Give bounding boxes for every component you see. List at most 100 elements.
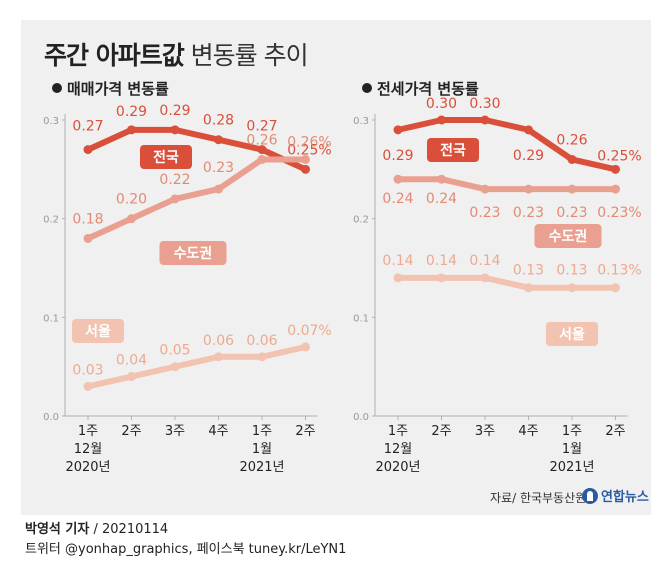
sale-series-badge-capital	[159, 241, 227, 265]
sale-data-label-capital: 0.26%	[287, 134, 331, 150]
jeonse-point-capital	[611, 184, 620, 194]
page-title: 주간 아파트값 변동률 추이	[44, 36, 309, 72]
sale-data-label-nationwide: 0.27	[72, 119, 103, 135]
jeonse-data-label-seoul: 0.13	[556, 263, 587, 279]
credit-date: 20210114	[102, 522, 169, 537]
jeonse-y-tick-label: 0.2	[353, 215, 369, 226]
jeonse-data-label-nationwide: 0.30	[426, 96, 457, 112]
title-bold: 주간 아파트값	[44, 41, 185, 70]
sale-x-tick-label: 2주	[121, 424, 141, 439]
jeonse-y-tick-label: 0.1	[353, 313, 369, 324]
jeonse-data-label-seoul: 0.14	[426, 253, 457, 269]
jeonse-series-line-capital	[395, 176, 619, 193]
jeonse-data-label-nationwide: 0.30	[469, 96, 500, 112]
jeonse-series-name-capital: 수도권	[549, 229, 588, 245]
sale-data-label-nationwide: 0.25%	[287, 142, 331, 158]
sale-data-label-nationwide: 0.27	[246, 119, 277, 135]
sale-x-tick-month: 12월	[74, 442, 103, 457]
sale-point-nationwide	[170, 125, 180, 135]
sale-x-tick-label: 2주	[295, 424, 315, 439]
sale-x-tick-year: 2021년	[239, 460, 284, 475]
jeonse-data-label-capital: 0.24	[382, 191, 413, 207]
sale-series-badge-nationwide	[140, 145, 192, 169]
sale-point-seoul	[301, 342, 310, 352]
sale-data-label-capital: 0.20	[116, 192, 147, 208]
jeonse-point-nationwide	[393, 125, 403, 135]
jeonse-point-nationwide	[437, 115, 446, 125]
sale-data-label-seoul: 0.07%	[287, 323, 331, 339]
yonhap-logo: 연합뉴스	[582, 486, 649, 505]
chart-title-jeonse-text: 전세가격 변동률	[377, 80, 479, 98]
sale-point-nationwide	[214, 135, 223, 145]
sale-point-capital	[170, 194, 180, 204]
sale-point-nationwide	[257, 145, 267, 155]
sale-point-nationwide	[301, 164, 310, 174]
sale-data-label-seoul: 0.06	[203, 333, 234, 349]
jeonse-data-label-capital: 0.23%	[597, 205, 641, 221]
sale-x-tick-month: 1월	[252, 442, 272, 457]
reporter-name: 박영석 기자	[25, 522, 90, 537]
sale-y-tick-label: 0.3	[43, 116, 59, 127]
sale-point-nationwide	[127, 125, 136, 135]
jeonse-data-label-capital: 0.23	[556, 205, 587, 221]
jeonse-x-tick-year: 2020년	[375, 460, 420, 475]
sale-x-tick-label: 3주	[165, 424, 185, 439]
jeonse-point-nationwide	[480, 115, 490, 125]
jeonse-x-tick-label: 3주	[475, 424, 495, 439]
jeonse-point-seoul	[567, 283, 577, 293]
jeonse-series-line-seoul	[395, 274, 619, 291]
jeonse-series-badge-capital	[534, 224, 602, 248]
jeonse-data-label-nationwide: 0.29	[382, 148, 413, 164]
yonhap-logo-icon	[582, 487, 598, 504]
sale-y-tick-label: 0.0	[43, 412, 59, 423]
jeonse-data-label-capital: 0.23	[513, 205, 544, 221]
jeonse-point-capital	[524, 184, 533, 194]
jeonse-point-seoul	[480, 273, 490, 283]
jeonse-data-label-capital: 0.23	[469, 205, 500, 221]
jeonse-x-tick-label: 2주	[605, 424, 625, 439]
jeonse-x-tick-month: 12월	[384, 442, 413, 457]
jeonse-x-tick-label: 1주	[562, 424, 582, 439]
credit-line-1: 박영석 기자 / 20210114	[25, 518, 168, 537]
jeonse-x-tick-label: 1주	[388, 424, 408, 439]
sale-series-line-nationwide	[85, 126, 309, 173]
sale-series-badge-seoul	[72, 319, 124, 343]
sale-point-capital	[83, 233, 93, 243]
sale-point-capital	[127, 214, 136, 224]
sale-series-name-seoul: 서울	[85, 323, 111, 340]
yonhap-logo-text: 연합뉴스	[601, 490, 649, 505]
jeonse-point-seoul	[524, 283, 533, 293]
jeonse-y-tick-label: 0.0	[353, 412, 369, 423]
jeonse-point-nationwide	[567, 154, 577, 164]
jeonse-point-capital	[480, 184, 490, 194]
sale-point-capital	[257, 154, 267, 164]
infographic-panel	[21, 20, 651, 515]
sale-data-label-seoul: 0.05	[159, 343, 190, 359]
sale-data-label-capital: 0.18	[72, 211, 103, 227]
sale-point-seoul	[170, 362, 180, 372]
jeonse-series-name-nationwide: 전국	[440, 142, 466, 159]
jeonse-data-label-nationwide: 0.25%	[597, 148, 641, 164]
sale-x-tick-label: 1주	[252, 424, 272, 439]
sale-point-capital	[214, 184, 223, 194]
sale-series-name-capital: 수도권	[174, 246, 213, 262]
jeonse-point-seoul	[437, 273, 446, 283]
chart-title-sale-text: 매매가격 변동률	[67, 80, 169, 98]
sale-x-tick-label: 4주	[208, 424, 228, 439]
sale-point-seoul	[214, 352, 223, 362]
jeonse-data-label-seoul: 0.14	[382, 253, 413, 269]
sale-point-seoul	[83, 381, 93, 391]
jeonse-y-tick-label: 0.3	[353, 116, 369, 127]
jeonse-x-tick-label: 2주	[431, 424, 451, 439]
credit-separator: /	[93, 522, 98, 537]
chart-title-sale: 매매가격 변동률	[52, 78, 169, 99]
jeonse-data-label-seoul: 0.13%	[597, 263, 641, 279]
jeonse-x-tick-label: 4주	[518, 424, 538, 439]
sale-point-seoul	[127, 372, 136, 382]
bullet-icon	[362, 83, 372, 93]
chart-title-jeonse: 전세가격 변동률	[362, 78, 479, 99]
jeonse-data-label-seoul: 0.14	[469, 253, 500, 269]
sale-y-tick-label: 0.2	[43, 215, 59, 226]
sale-point-capital	[301, 154, 310, 164]
